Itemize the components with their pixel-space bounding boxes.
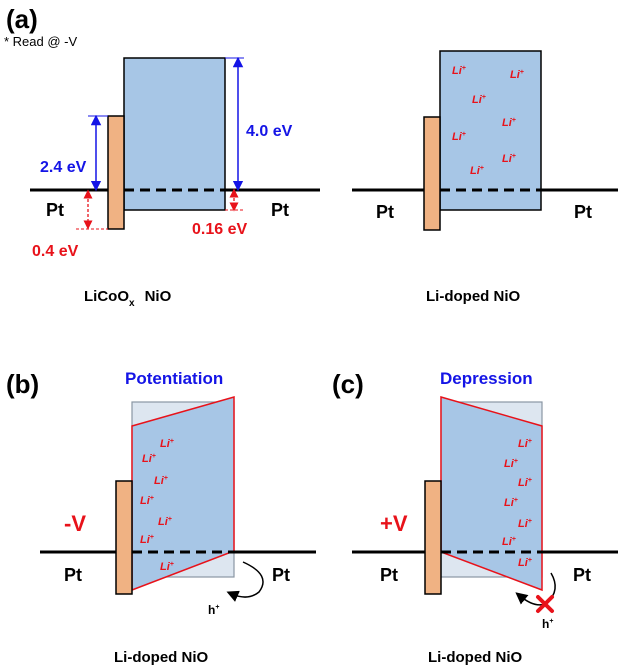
- pt-right-label: Pt: [573, 565, 591, 585]
- li-ion: Li+: [160, 438, 174, 450]
- pt-left-label: Pt: [64, 565, 82, 585]
- hole-label: h+: [208, 603, 219, 617]
- electrode-layer: [423, 116, 441, 231]
- electrode-layer: [424, 480, 442, 595]
- li-ion: Li+: [518, 518, 532, 530]
- panel-b-label: (b): [6, 369, 39, 399]
- device-a-right: Li+ Li+ Li+ Li+ Li+ Li+ Li+ Pt Pt Li-dop…: [352, 50, 618, 305]
- device-b: Li+ Li+ Li+ Li+ Li+ Li+ Li+ -V Pt Pt h+ …: [40, 396, 316, 666]
- pt-right-label: Pt: [574, 202, 592, 222]
- energy-label-2-4eV: 2.4 eV: [40, 159, 87, 176]
- nio-band: [123, 57, 226, 211]
- device-a-left: 4.0 eV 2.4 eV 0.4 eV 0.16 eV Pt Pt LiCoO…: [30, 56, 320, 309]
- voltage-label: +V: [380, 511, 408, 536]
- caption-licoox-nio: LiCoOx NiO: [84, 288, 172, 309]
- blocked-x-icon: [536, 595, 554, 613]
- panel-c-label: (c): [332, 369, 364, 399]
- pt-left-label: Pt: [380, 565, 398, 585]
- li-ion: Li+: [518, 477, 532, 489]
- li-ion: Li+: [472, 94, 486, 106]
- li-ion: Li+: [504, 497, 518, 509]
- energy-label-4eV: 4.0 eV: [246, 123, 293, 140]
- pt-right-label: Pt: [272, 565, 290, 585]
- potentiation-title: Potentiation: [125, 369, 223, 388]
- energy-label-0-16eV: 0.16 eV: [192, 221, 247, 238]
- li-ion: Li+: [140, 534, 154, 546]
- pt-right-label: Pt: [271, 200, 289, 220]
- caption-li-doped-nio-c: Li-doped NiO: [428, 649, 522, 666]
- energy-label-0-4eV: 0.4 eV: [32, 243, 79, 260]
- caption-li-doped-nio-b: Li-doped NiO: [114, 649, 208, 666]
- pt-left-label: Pt: [376, 202, 394, 222]
- li-ion: Li+: [154, 475, 168, 487]
- read-note: * Read @ -V: [4, 34, 77, 49]
- li-ions-a: Li+ Li+ Li+ Li+ Li+ Li+ Li+: [452, 65, 524, 177]
- caption-li-doped-nio: Li-doped NiO: [426, 288, 520, 305]
- li-ion: Li+: [504, 458, 518, 470]
- li-ion: Li+: [502, 536, 516, 548]
- voltage-label: -V: [64, 511, 86, 536]
- li-ions-c: Li+ Li+ Li+ Li+ Li+ Li+ Li+: [502, 438, 532, 569]
- hole-label: h+: [542, 617, 553, 631]
- li-ion: Li+: [502, 117, 516, 129]
- li-ion: Li+: [452, 131, 466, 143]
- li-ion: Li+: [452, 65, 466, 77]
- hole-injection-arrow: [226, 561, 264, 602]
- licoox-layer: [107, 115, 125, 230]
- li-ions-b: Li+ Li+ Li+ Li+ Li+ Li+ Li+: [140, 438, 174, 573]
- pt-left-label: Pt: [46, 200, 64, 220]
- li-ion: Li+: [160, 561, 174, 573]
- li-ion: Li+: [142, 453, 156, 465]
- electrode-layer: [115, 480, 133, 595]
- li-ion: Li+: [510, 69, 524, 81]
- li-ion: Li+: [470, 165, 484, 177]
- li-ion: Li+: [158, 516, 172, 528]
- li-ion: Li+: [140, 495, 154, 507]
- panel-a-label: (a): [6, 4, 38, 34]
- li-ion: Li+: [502, 153, 516, 165]
- device-c: Li+ Li+ Li+ Li+ Li+ Li+ Li+ +V Pt Pt h+ …: [352, 396, 618, 666]
- li-ion: Li+: [518, 557, 532, 569]
- depression-title: Depression: [440, 369, 533, 388]
- li-ion: Li+: [518, 438, 532, 450]
